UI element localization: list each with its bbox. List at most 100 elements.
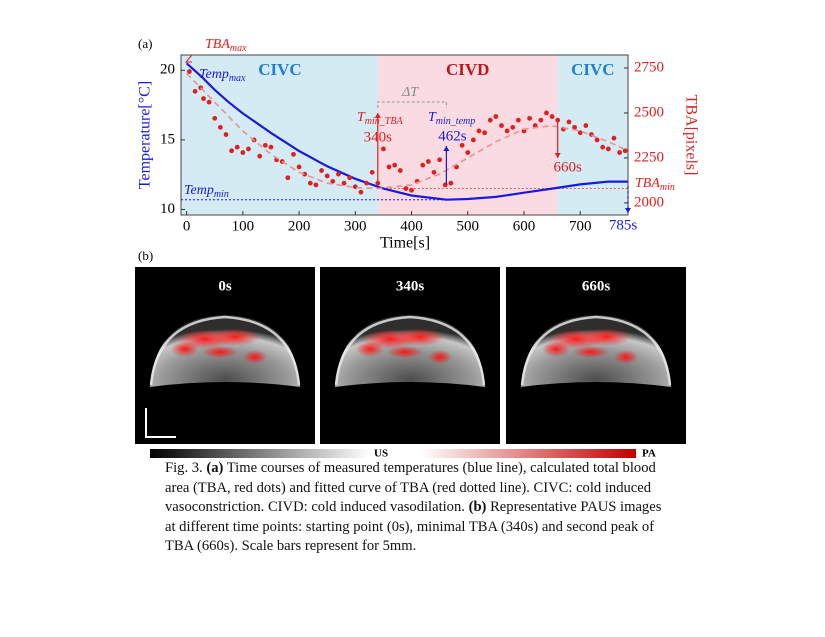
tba-dot [459, 142, 465, 148]
pa-signal [395, 328, 445, 346]
tba-dot [397, 168, 403, 173]
tba-dot [572, 124, 577, 130]
region-label: CIVC [571, 60, 614, 79]
tba-dot [409, 187, 414, 193]
tba-dot [611, 135, 617, 141]
tba-dot [583, 123, 589, 128]
annotation: ΔT [401, 85, 419, 100]
annotation-text: ΔT [401, 85, 419, 100]
annotation-text: Temp [199, 67, 229, 82]
caption-bold: (b) [468, 499, 487, 516]
tba-dot [223, 132, 229, 137]
tba-dot [420, 162, 426, 168]
x-tick-label: 200 [288, 218, 311, 234]
annotation: Tempmax [199, 67, 246, 84]
image-label: 0s [218, 278, 232, 294]
tba-dot [192, 88, 198, 94]
tba-dot [499, 123, 504, 128]
annotation-sub: min [660, 182, 675, 193]
pa-signal [387, 346, 423, 358]
pa-signal [614, 350, 638, 364]
colorbar-us [150, 449, 370, 458]
y-tick-label: 20 [160, 62, 175, 78]
arrow-head [554, 153, 561, 158]
arrow-head [625, 208, 631, 213]
tba-dot [617, 150, 622, 155]
x-tick-label: 600 [513, 218, 536, 234]
marker-label: 340s [364, 129, 393, 145]
annotation-sub: min [214, 189, 229, 200]
tba-dot [324, 173, 330, 179]
tba-dot [369, 169, 375, 175]
tba-dot [544, 110, 549, 116]
tba-dot [291, 151, 296, 157]
pa-signal [171, 341, 199, 357]
colorbar-label: PA [642, 448, 656, 460]
tba-dot [392, 162, 398, 168]
x-tick-label: 100 [232, 218, 255, 234]
annotation-sub: min_temp [436, 116, 475, 127]
tba-dot [336, 171, 341, 177]
tba-dot [187, 69, 192, 74]
arrow-head [443, 146, 450, 151]
tba-dot [493, 114, 499, 119]
tba-dot [605, 146, 611, 152]
scale-bar [145, 408, 176, 438]
tba-dot [600, 144, 606, 150]
tba-dot [381, 146, 386, 152]
tba-dot [313, 182, 319, 188]
tba-dot [538, 117, 544, 123]
colorbar-pa [420, 449, 636, 458]
annotation: Tempmin [184, 183, 229, 200]
tba-dot [566, 119, 572, 125]
tba-dot [229, 148, 235, 154]
tba-dot [347, 175, 353, 181]
x-tick-label: 400 [400, 218, 423, 234]
panel-label: (b) [138, 248, 153, 263]
tba-dot [234, 144, 240, 150]
annotation-text: T [357, 110, 366, 125]
pa-signal [581, 328, 631, 346]
tba-dot [515, 117, 521, 123]
tba-dot [425, 159, 431, 164]
arrow-head [374, 113, 381, 118]
caption-bold: (a) [206, 460, 224, 476]
tba-dot [437, 157, 443, 163]
tba-dot [296, 164, 302, 170]
tissue-edge [334, 315, 486, 386]
tba-dot [510, 124, 516, 130]
tba-dot [268, 144, 274, 150]
tba-dot [285, 175, 291, 181]
tba-dot [212, 115, 218, 121]
x-axis-label: Time[s] [380, 235, 430, 252]
marker-label: 660s [554, 159, 583, 175]
tba-dot [532, 123, 538, 128]
caption-text: Time courses of measured temperatures (b… [165, 460, 660, 516]
marker-label: 462s [438, 128, 467, 144]
tba-dot [504, 128, 510, 134]
caption-text: Representative PAUS images at different … [165, 499, 666, 555]
tba-dot [246, 146, 251, 152]
annotation-sub: max [229, 73, 246, 84]
tba-dot [201, 96, 206, 101]
region-label: CIVD [446, 60, 489, 79]
x-tick-label: 500 [457, 218, 480, 234]
y-axis-label: Temperature[°C] [137, 81, 154, 189]
pa-signal [428, 350, 452, 364]
tba-dot [487, 117, 493, 123]
tba-dot [476, 128, 482, 134]
pa-signal [243, 350, 267, 364]
tba-dot [240, 150, 246, 155]
tba-dot [448, 180, 454, 186]
pa-signal [202, 346, 238, 358]
y2-tick-label: 2000 [634, 194, 664, 210]
plot-frame [180, 54, 629, 216]
y2-axis-label: TBA[pixels] [682, 95, 699, 176]
tba-dot [319, 168, 324, 173]
tba-dot [403, 186, 409, 191]
colorbar-label: US [374, 448, 388, 460]
pa-signal [356, 341, 384, 357]
pa-signal [573, 346, 609, 358]
